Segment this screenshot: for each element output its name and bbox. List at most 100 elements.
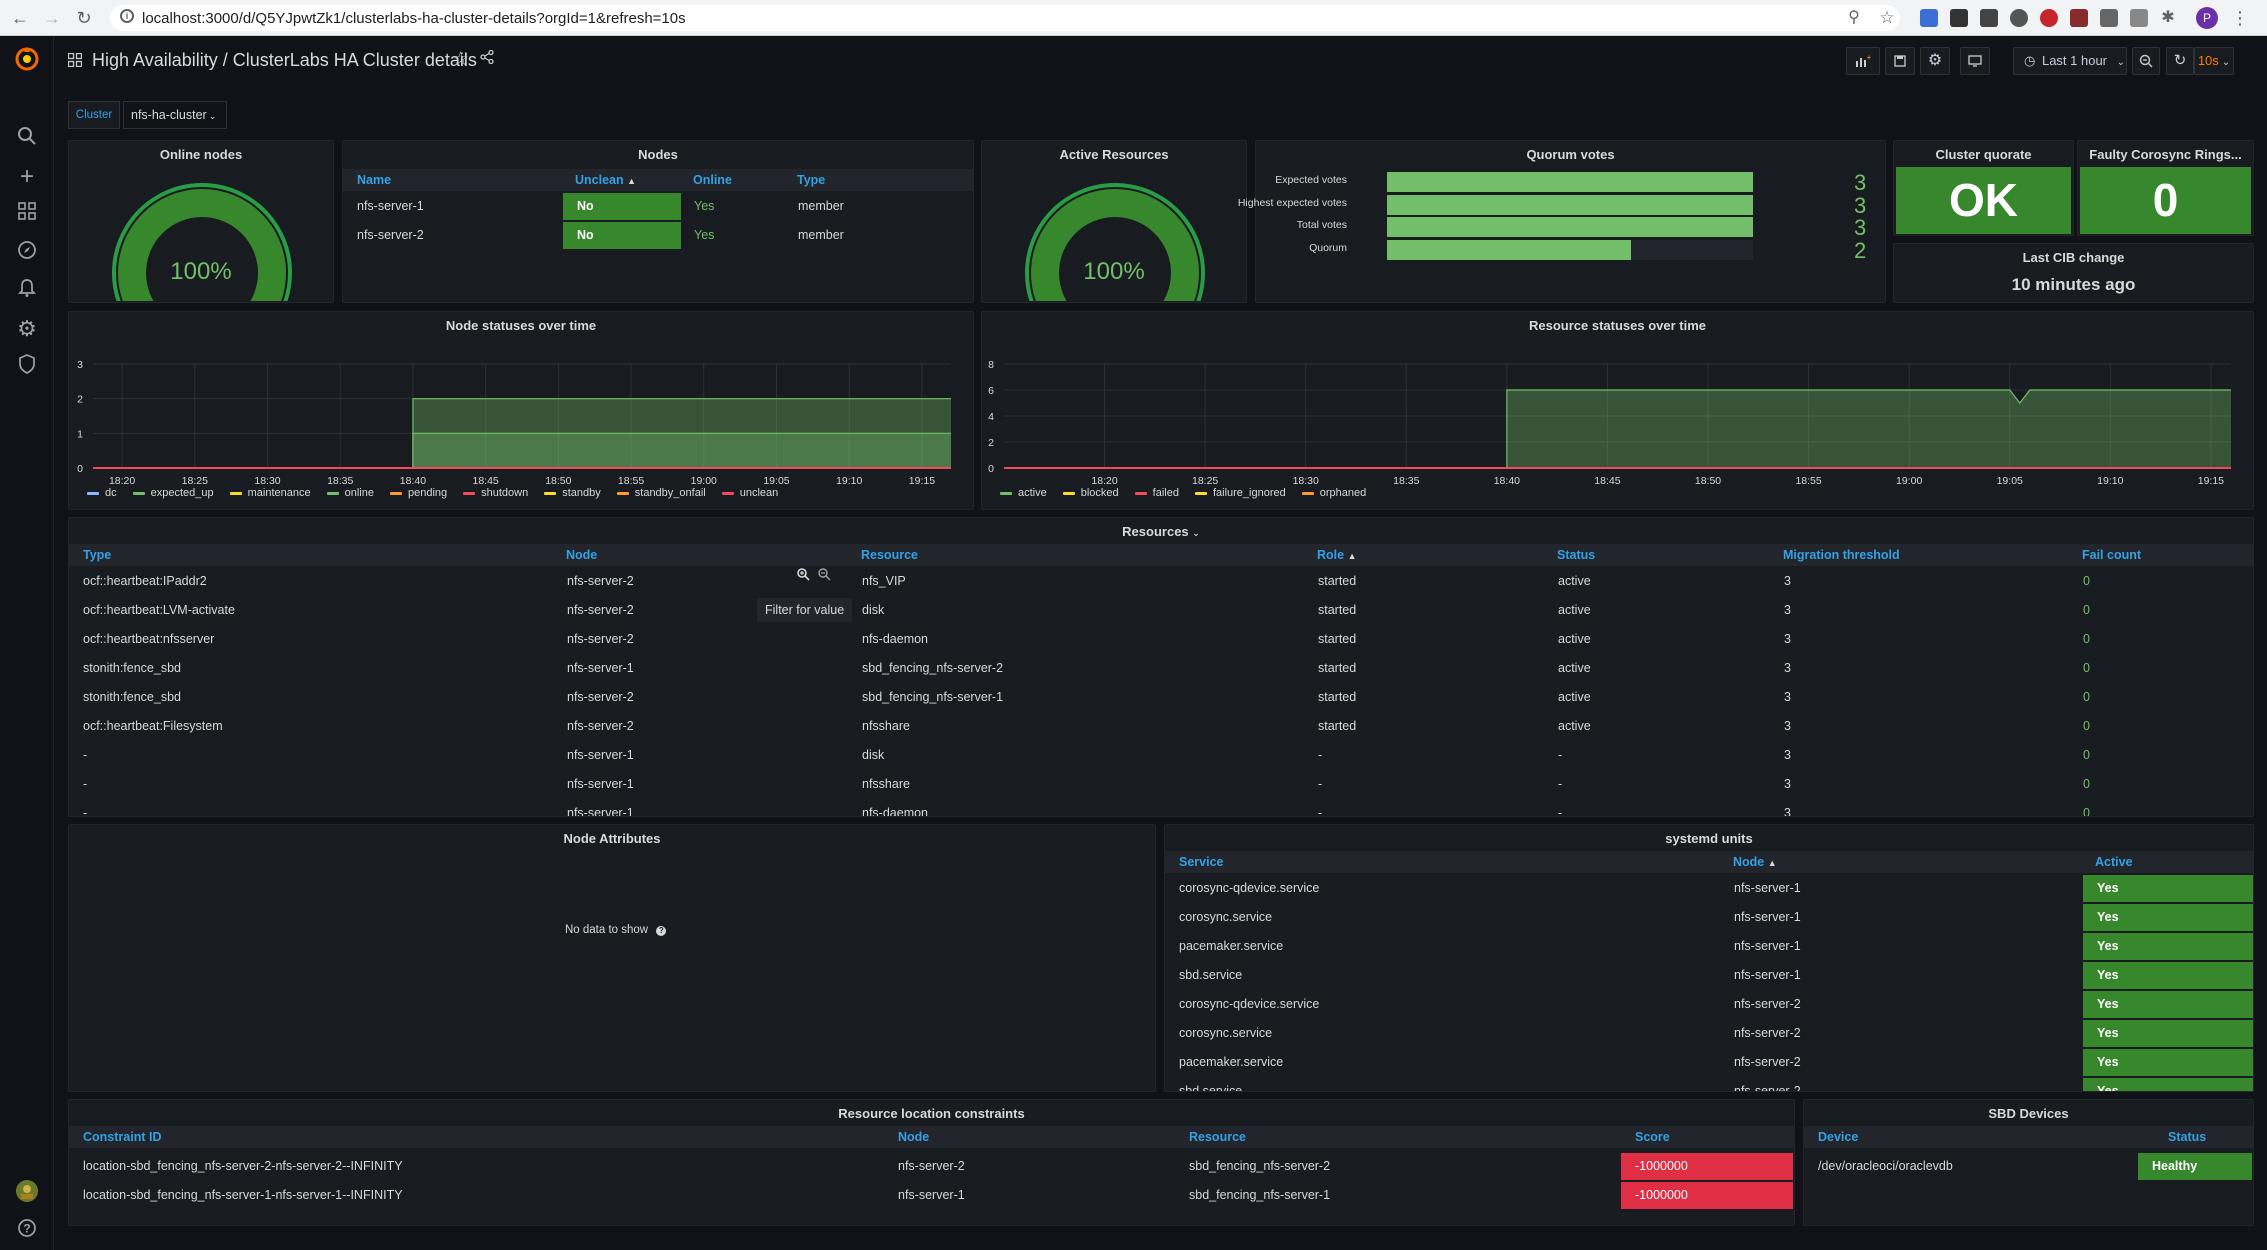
table-cell[interactable]: 0 (2083, 603, 2090, 617)
page-title[interactable]: High Availability / ClusterLabs HA Clust… (92, 50, 477, 70)
column-header-resource[interactable]: Resource (861, 544, 918, 566)
search-icon[interactable] (14, 126, 40, 152)
save-dashboard-button[interactable] (1885, 47, 1915, 75)
table-cell[interactable]: - (83, 806, 88, 817)
legend-item[interactable]: orphaned (1301, 487, 1366, 499)
column-header-device[interactable]: Device (1818, 1126, 1859, 1148)
plus-icon[interactable]: + (19, 163, 34, 190)
refresh-dashboard-icon[interactable]: ↻ (2166, 47, 2194, 75)
table-cell[interactable]: Yes (2083, 904, 2253, 931)
site-info-icon[interactable]: i (120, 9, 134, 23)
table-cell[interactable]: 3 (1784, 777, 1791, 791)
panel-title[interactable]: Quorum votes (1526, 147, 1615, 162)
column-header-service[interactable]: Service (1179, 851, 1224, 873)
column-header-type[interactable]: Type (797, 169, 826, 191)
back-icon[interactable]: ← (11, 8, 29, 28)
table-cell[interactable]: 3 (1784, 719, 1791, 733)
table-cell[interactable]: Yes (2083, 991, 2253, 1018)
explore-icon[interactable] (14, 240, 40, 266)
table-cell[interactable]: - (83, 777, 88, 791)
zoom-out-button[interactable] (2132, 47, 2160, 75)
table-cell[interactable]: nfs-server-2 (357, 228, 424, 242)
table-cell[interactable]: 3 (1784, 748, 1791, 762)
table-cell[interactable]: nfs-server-2 (567, 690, 634, 704)
help-icon[interactable]: ? (14, 1218, 40, 1244)
table-cell[interactable]: sbd_fencing_nfs-server-1 (1189, 1188, 1331, 1202)
table-cell[interactable]: nfs-server-2 (1734, 1026, 1801, 1040)
legend-item[interactable]: dc (87, 487, 117, 499)
table-cell[interactable]: nfs-server-1 (898, 1188, 965, 1202)
table-cell[interactable]: nfsshare (862, 777, 910, 791)
address-bar[interactable]: i localhost:3000/d/Q5YJpwtZk1/clusterlab… (110, 5, 1900, 31)
table-cell[interactable]: nfs_VIP (862, 574, 906, 588)
table-cell[interactable]: started (1318, 632, 1357, 646)
table-cell[interactable]: No (563, 193, 681, 220)
table-cell[interactable]: 0 (2083, 661, 2090, 675)
table-cell[interactable]: nfs-daemon (862, 632, 929, 646)
table-cell[interactable]: /dev/oracleoci/oraclevdb (1818, 1159, 1953, 1173)
column-header-online[interactable]: Online (693, 169, 732, 191)
table-cell[interactable]: nfs-server-1 (567, 806, 634, 817)
legend-item[interactable]: blocked (1062, 487, 1119, 499)
table-cell[interactable]: location-sbd_fencing_nfs-server-1-nfs-se… (83, 1188, 403, 1202)
table-cell[interactable]: active (1558, 690, 1591, 704)
legend-item[interactable]: standby (544, 487, 601, 499)
table-cell[interactable]: sbd.service (1179, 1084, 1243, 1092)
table-cell[interactable]: 0 (2083, 574, 2090, 588)
column-header-node[interactable]: Node ▲ (1733, 851, 1777, 873)
table-cell[interactable]: disk (862, 603, 885, 617)
column-header-migration-threshold[interactable]: Migration threshold (1783, 544, 1900, 566)
extension-icon[interactable] (2130, 9, 2148, 27)
table-cell[interactable]: -1000000 (1621, 1153, 1793, 1180)
table-cell[interactable]: No (563, 222, 681, 249)
table-cell[interactable]: nfs-server-1 (357, 199, 424, 213)
table-cell[interactable]: - (1558, 806, 1563, 817)
column-header-unclean[interactable]: Unclean ▲ (575, 169, 637, 191)
panel-title[interactable]: Cluster quorate (1935, 147, 2032, 162)
table-cell[interactable]: nfs-server-2 (567, 603, 634, 617)
table-cell[interactable]: disk (862, 748, 885, 762)
legend-item[interactable]: unclean (721, 487, 778, 499)
extension-icon[interactable] (2010, 9, 2028, 27)
column-header-status[interactable]: Status (2168, 1126, 2207, 1148)
panel-title[interactable]: Active Resources (1059, 147, 1169, 162)
table-cell[interactable]: Yes (2083, 1049, 2253, 1076)
table-cell[interactable]: active (1558, 632, 1591, 646)
table-cell[interactable]: ocf::heartbeat:Filesystem (83, 719, 223, 733)
table-cell[interactable]: 0 (2083, 777, 2090, 791)
table-cell[interactable]: Yes (2083, 933, 2253, 960)
panel-title[interactable]: Node Attributes (563, 831, 661, 846)
table-cell[interactable]: member (798, 199, 844, 213)
table-cell[interactable]: nfs-server-2 (1734, 1055, 1801, 1069)
table-cell[interactable]: ocf::heartbeat:IPaddr2 (83, 574, 207, 588)
table-cell[interactable]: Yes (2083, 875, 2253, 902)
table-cell[interactable]: active (1558, 661, 1591, 675)
table-cell[interactable]: 3 (1784, 690, 1791, 704)
table-cell[interactable]: 0 (2083, 690, 2090, 704)
legend-item[interactable]: online (326, 487, 374, 499)
panel-title[interactable]: Resource location constraints (838, 1106, 1025, 1121)
table-cell[interactable]: 3 (1784, 632, 1791, 646)
table-cell[interactable]: pacemaker.service (1179, 1055, 1284, 1069)
column-header-active[interactable]: Active (2095, 851, 2133, 873)
user-avatar-icon[interactable] (14, 1179, 40, 1205)
table-cell[interactable]: active (1558, 574, 1591, 588)
panel-title[interactable]: Resource statuses over time (1528, 318, 1707, 333)
table-cell[interactable]: nfs-server-1 (1734, 968, 1801, 982)
panel-title[interactable]: systemd units (1665, 831, 1753, 846)
table-cell[interactable]: sbd_fencing_nfs-server-2 (862, 661, 1004, 675)
column-header-role[interactable]: Role ▲ (1317, 544, 1357, 566)
column-header-constraint-id[interactable]: Constraint ID (83, 1126, 162, 1148)
column-header-node[interactable]: Node (898, 1126, 930, 1148)
table-cell[interactable]: nfs-server-1 (1734, 939, 1801, 953)
legend-item[interactable]: shutdown (463, 487, 528, 499)
extension-icon[interactable] (2100, 9, 2118, 27)
filter-out-value-icon[interactable] (817, 567, 831, 581)
table-cell[interactable]: sbd.service (1179, 968, 1243, 982)
table-cell[interactable]: - (1318, 806, 1323, 817)
column-header-status[interactable]: Status (1557, 544, 1596, 566)
table-cell[interactable]: nfs-server-1 (1734, 910, 1801, 924)
table-cell[interactable]: -1000000 (1621, 1182, 1793, 1209)
grafana-logo-icon[interactable] (14, 46, 40, 72)
table-cell[interactable]: nfs-server-1 (567, 748, 634, 762)
